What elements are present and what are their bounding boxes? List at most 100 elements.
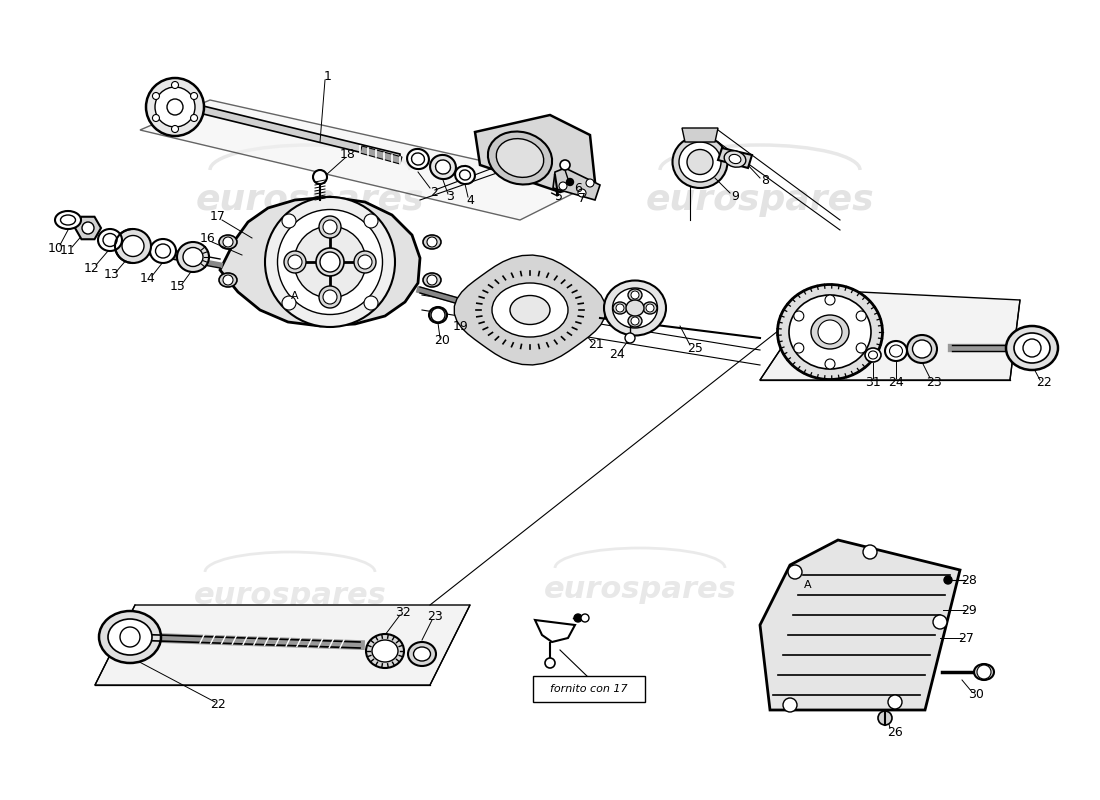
Polygon shape [75, 217, 101, 239]
Text: 32: 32 [395, 606, 411, 618]
Circle shape [888, 695, 902, 709]
Circle shape [818, 320, 842, 344]
Ellipse shape [219, 273, 236, 287]
Ellipse shape [865, 348, 881, 362]
Ellipse shape [974, 664, 994, 680]
Text: eurospares: eurospares [196, 183, 425, 217]
Ellipse shape [613, 288, 658, 328]
Ellipse shape [626, 300, 644, 316]
Text: 8: 8 [761, 174, 769, 187]
Ellipse shape [407, 149, 429, 169]
Text: 10: 10 [48, 242, 64, 255]
Ellipse shape [316, 248, 344, 276]
Ellipse shape [284, 251, 306, 273]
Circle shape [856, 311, 866, 321]
Circle shape [631, 291, 639, 299]
Ellipse shape [729, 154, 741, 164]
Text: 29: 29 [961, 603, 977, 617]
Ellipse shape [724, 150, 746, 167]
Ellipse shape [679, 142, 721, 182]
Circle shape [586, 179, 594, 187]
Circle shape [560, 160, 570, 170]
Ellipse shape [366, 634, 404, 668]
Text: 17: 17 [210, 210, 225, 223]
Text: 11: 11 [60, 243, 76, 257]
Polygon shape [140, 100, 590, 220]
Text: 18: 18 [340, 149, 356, 162]
Circle shape [825, 295, 835, 305]
Circle shape [856, 343, 866, 353]
Circle shape [190, 114, 198, 122]
Polygon shape [682, 128, 718, 142]
Circle shape [544, 658, 556, 668]
Text: 28: 28 [961, 574, 977, 586]
Ellipse shape [183, 247, 204, 266]
Circle shape [223, 237, 233, 247]
Circle shape [364, 296, 378, 310]
Ellipse shape [155, 87, 195, 127]
Ellipse shape [672, 136, 727, 188]
Text: eurospares: eurospares [194, 581, 386, 610]
Circle shape [427, 237, 437, 247]
Text: 22: 22 [1036, 377, 1052, 390]
Ellipse shape [103, 234, 117, 246]
Text: 30: 30 [968, 689, 983, 702]
Text: fornito con 17: fornito con 17 [550, 684, 628, 694]
Ellipse shape [372, 640, 398, 662]
Polygon shape [718, 148, 752, 168]
Circle shape [153, 93, 159, 99]
Circle shape [616, 304, 624, 312]
Ellipse shape [869, 351, 878, 359]
Ellipse shape [488, 131, 552, 185]
Circle shape [364, 214, 378, 228]
Ellipse shape [150, 239, 176, 263]
Ellipse shape [354, 251, 376, 273]
Text: 25: 25 [688, 342, 703, 354]
Circle shape [282, 214, 296, 228]
Text: 16: 16 [200, 233, 216, 246]
Circle shape [794, 343, 804, 353]
Text: 15: 15 [170, 281, 186, 294]
Ellipse shape [886, 341, 907, 361]
Circle shape [646, 304, 654, 312]
Text: 4: 4 [466, 194, 474, 206]
Ellipse shape [55, 211, 81, 229]
Ellipse shape [424, 273, 441, 287]
Ellipse shape [265, 197, 395, 327]
Circle shape [825, 359, 835, 369]
Ellipse shape [277, 210, 383, 314]
Text: 26: 26 [887, 726, 903, 738]
Circle shape [559, 182, 566, 190]
Polygon shape [760, 290, 1020, 380]
Circle shape [574, 614, 582, 622]
Ellipse shape [414, 647, 430, 661]
Circle shape [288, 255, 302, 269]
Ellipse shape [60, 215, 76, 225]
Circle shape [120, 627, 140, 647]
Ellipse shape [460, 170, 471, 180]
Circle shape [223, 275, 233, 285]
Circle shape [323, 220, 337, 234]
Text: 23: 23 [926, 375, 942, 389]
Circle shape [282, 296, 296, 310]
Text: 19: 19 [453, 321, 469, 334]
Ellipse shape [492, 283, 568, 337]
Ellipse shape [98, 229, 122, 251]
Ellipse shape [1006, 326, 1058, 370]
Text: 1: 1 [324, 70, 332, 82]
Text: 3: 3 [447, 190, 454, 203]
Ellipse shape [108, 619, 152, 655]
Ellipse shape [146, 78, 204, 136]
Circle shape [172, 126, 178, 133]
Text: 12: 12 [84, 262, 100, 274]
Circle shape [625, 333, 635, 343]
Circle shape [314, 170, 327, 184]
Circle shape [82, 222, 94, 234]
Ellipse shape [628, 315, 642, 327]
Circle shape [933, 615, 947, 629]
Ellipse shape [913, 340, 932, 358]
Ellipse shape [411, 153, 425, 165]
Circle shape [878, 711, 892, 725]
Circle shape [427, 275, 437, 285]
Circle shape [172, 82, 178, 89]
